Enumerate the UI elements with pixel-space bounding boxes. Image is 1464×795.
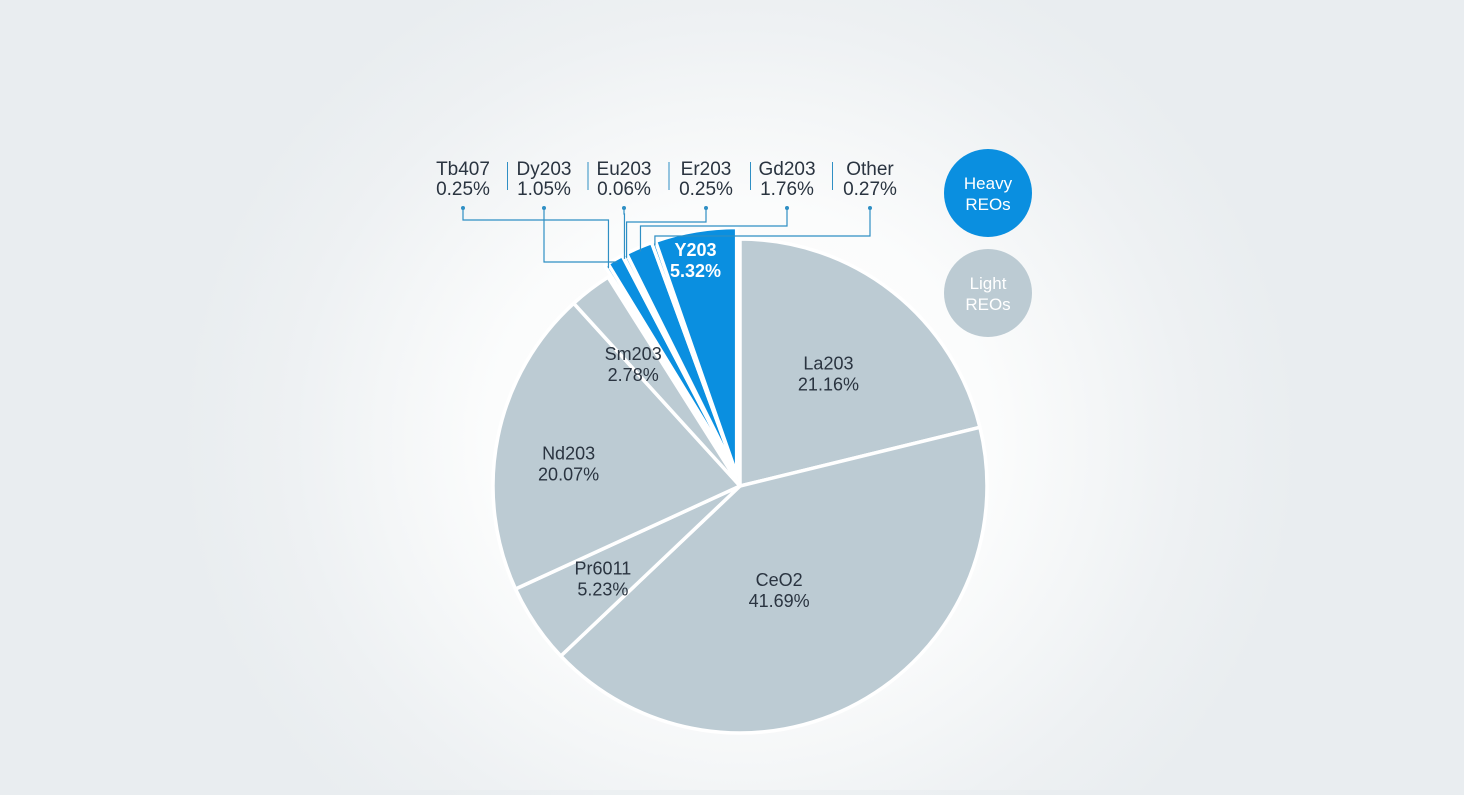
leader-dot-er203	[704, 206, 708, 210]
leader-line-tb407	[463, 208, 608, 268]
leader-dot-tb407	[461, 206, 465, 210]
leader-dot-gd203	[785, 206, 789, 210]
legend-swatch-heavy	[944, 149, 1032, 237]
leader-dot-eu203	[622, 206, 626, 210]
leader-dot-dy203	[542, 206, 546, 210]
leader-dot-other	[868, 206, 872, 210]
leader-line-dy203	[544, 208, 617, 263]
legend-swatch-light	[944, 249, 1032, 337]
